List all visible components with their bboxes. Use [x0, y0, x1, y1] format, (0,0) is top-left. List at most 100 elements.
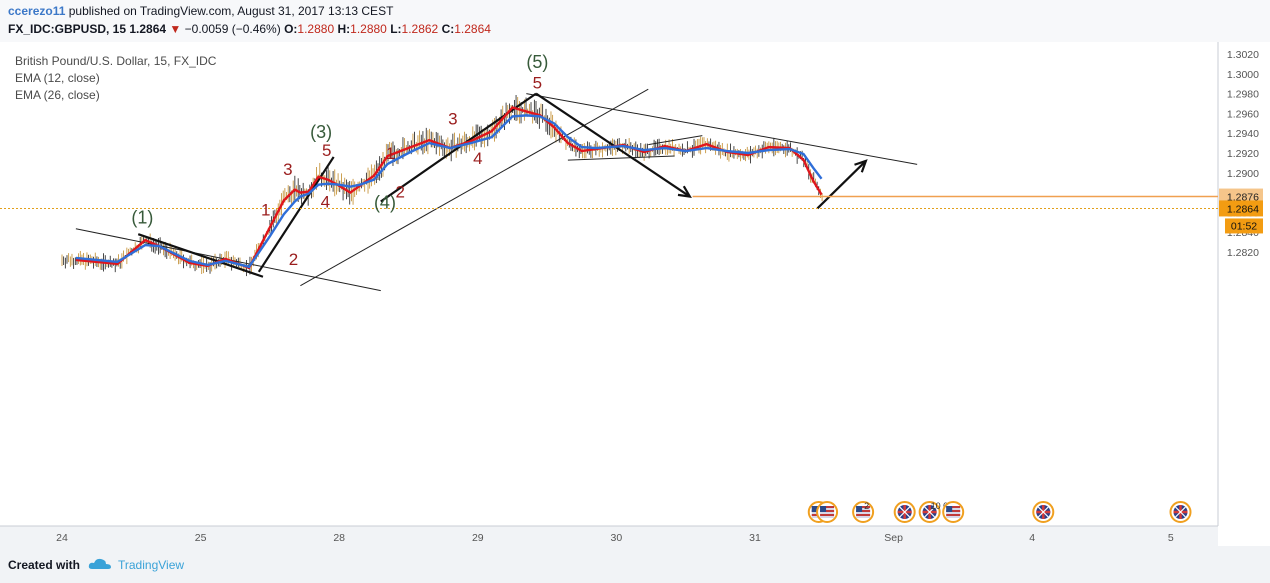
publish-line: ccerezo11 published on TradingView.com, … [8, 4, 393, 18]
chart-header: ccerezo11 published on TradingView.com, … [0, 0, 1270, 42]
trend-line[interactable] [567, 155, 675, 161]
close-label: C: [441, 22, 455, 36]
price-change: −0.0059 (−0.46%) [184, 22, 281, 36]
last-price: 1.2864 [129, 22, 167, 36]
tradingview-cloud-icon[interactable] [88, 557, 112, 571]
arrowhead-icon [854, 159, 868, 173]
x-tick-label: 30 [611, 532, 623, 544]
y-tick-label: 1.2980 [1227, 89, 1259, 101]
wave-stroke[interactable] [137, 233, 264, 278]
wave-label: 3 [283, 160, 292, 179]
y-tick-label: 1.3000 [1227, 69, 1259, 81]
open-label: O: [284, 22, 298, 36]
wave-stroke[interactable] [257, 156, 335, 273]
x-tick-label: 25 [195, 532, 207, 544]
uk-flag-event-icon[interactable] [893, 501, 916, 523]
close-value: 1.2864 [454, 22, 491, 36]
flag-diagonal [1037, 506, 1049, 518]
us-flag-event-icon[interactable]: 2 [852, 501, 875, 523]
flag-stripe [946, 514, 961, 516]
price-badge-last [1219, 200, 1263, 217]
x-tick-label: 29 [472, 532, 484, 544]
us-flag-event-icon[interactable] [942, 501, 965, 523]
wave-label: 5 [322, 141, 331, 160]
plot-area [0, 42, 1218, 526]
wave-stroke[interactable] [535, 92, 691, 198]
wave-label: 2 [289, 250, 298, 269]
y-tick-label: 1.2900 [1227, 168, 1259, 180]
flag-canton [811, 506, 818, 512]
legend-title[interactable]: British Pound/U.S. Dollar, 15, FX_IDC [15, 54, 217, 68]
flag-stripe [820, 506, 835, 508]
wave-label: 4 [321, 192, 330, 211]
flag-stripe [820, 514, 835, 516]
wave-stroke[interactable] [816, 160, 867, 210]
y-tick-label: 1.2940 [1227, 128, 1259, 140]
legend-ema26[interactable]: EMA (26, close) [15, 88, 100, 102]
high-label: H: [337, 22, 351, 36]
event-count: 10 0 [931, 501, 949, 511]
legend-ema12[interactable]: EMA (12, close) [15, 71, 100, 85]
x-tick-label: 28 [333, 532, 345, 544]
wave-label: 4 [473, 149, 482, 168]
ema26-line[interactable] [75, 114, 823, 269]
high-value: 1.2880 [350, 22, 387, 36]
price-axis [1218, 42, 1270, 546]
low-label: L: [390, 22, 402, 36]
open-value: 1.2880 [297, 22, 335, 36]
x-tick-label: 31 [749, 532, 761, 544]
event-markers[interactable]: 9 2210 0 [807, 501, 1270, 523]
y-tick-label: 1.2820 [1227, 247, 1259, 259]
trend-line[interactable] [526, 93, 918, 165]
wave-label: (1) [131, 207, 153, 227]
arrowhead-icon [677, 185, 692, 198]
flag-canton [820, 506, 827, 512]
y-tick-label: 1.3020 [1227, 49, 1259, 61]
wave-label: (5) [526, 52, 548, 72]
published-text: published on TradingView.com, August 31,… [68, 4, 394, 18]
trend-line[interactable] [648, 135, 703, 146]
flag-stripe [946, 510, 961, 512]
countdown-text: 01:52 [1231, 220, 1257, 232]
uk-flag-event-icon[interactable] [1032, 501, 1055, 523]
flag-stripe [856, 506, 871, 508]
flag-diagonal [899, 506, 911, 518]
x-tick-label: Sep [884, 532, 903, 544]
symbol-label[interactable]: FX_IDC:GBPUSD, 15 [8, 22, 127, 36]
low-value: 1.2862 [401, 22, 439, 36]
uk-flag-event-icon[interactable]: 10 0 [918, 501, 949, 523]
flag-canton [946, 506, 953, 512]
x-tick-label: 24 [56, 532, 68, 544]
x-tick-label: 5 [1168, 532, 1174, 544]
wave-label: 1 [386, 144, 395, 163]
ema-lines [75, 106, 823, 270]
event-count: 2 [864, 501, 869, 511]
flag-canton [856, 506, 863, 512]
wave-label: 2 [395, 183, 404, 202]
us-flag-event-icon[interactable] [816, 501, 839, 523]
created-with-label: Created with [8, 558, 81, 572]
flag-stripe [856, 514, 871, 516]
uk-flag-event-icon[interactable] [1169, 501, 1192, 523]
wave-label: 1 [261, 200, 270, 219]
x-axis-ticks: 24 25 28 29 30 31 Sep 4 5 [56, 532, 1174, 544]
quote-line: FX_IDC:GBPUSD, 15 1.2864 ▼ −0.0059 (−0.4… [8, 22, 491, 36]
wave-label: (4) [374, 192, 396, 212]
wave-label: 5 [533, 74, 542, 93]
flag-diagonal [924, 506, 936, 518]
wave-label: (3) [310, 122, 332, 142]
flag-stripe [820, 510, 835, 512]
y-tick-label: 1.2920 [1227, 148, 1259, 160]
flag-diagonal [1175, 506, 1186, 518]
y-tick-label: 1.2960 [1227, 108, 1259, 120]
trend-line[interactable] [300, 88, 649, 287]
x-tick-label: 4 [1029, 532, 1035, 544]
tradingview-brand-link[interactable]: TradingView [118, 558, 185, 572]
countdown-badge [1225, 218, 1263, 234]
down-arrow-icon: ▼ [169, 22, 182, 36]
author-link[interactable]: ccerezo11 [8, 4, 66, 18]
flag-stripe [856, 510, 871, 512]
